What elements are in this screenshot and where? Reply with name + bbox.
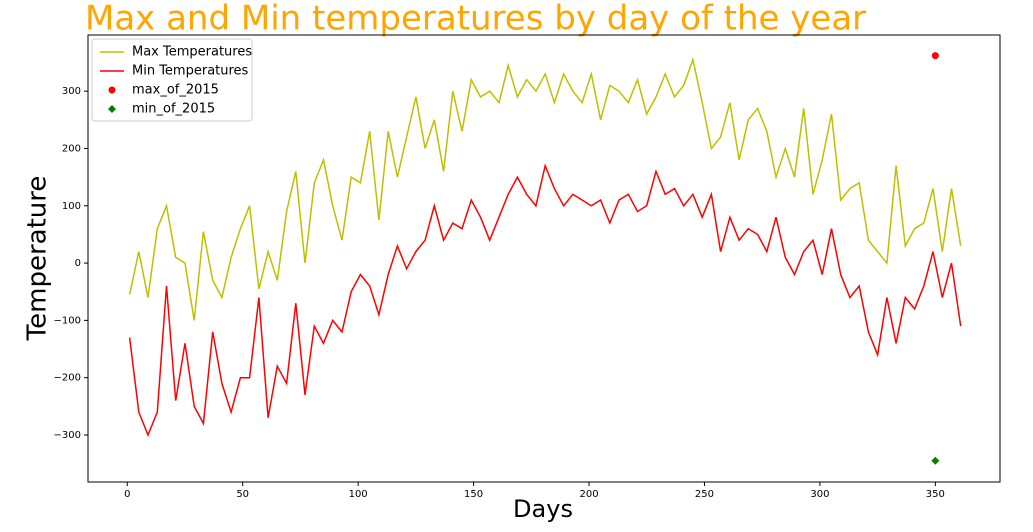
chart-title: Max and Min temperatures by day of the y… [85, 0, 866, 39]
y-tick-label: 0 [75, 258, 81, 269]
x-tick-label: 350 [926, 489, 945, 500]
x-tick-label: 100 [349, 489, 368, 500]
x-tick-label: 300 [810, 489, 829, 500]
x-tick-label: 50 [236, 489, 249, 500]
x-tick-label: 150 [464, 489, 483, 500]
y-tick-label: −100 [54, 315, 81, 326]
legend-label: Max Temperatures [132, 45, 252, 60]
x-tick-label: 200 [579, 489, 598, 500]
x-tick-label: 0 [124, 489, 130, 500]
x-axis-label: Days [513, 495, 573, 523]
y-tick-label: −200 [54, 373, 81, 384]
legend-label: min_of_2015 [132, 102, 215, 117]
legend-swatch [108, 105, 116, 113]
y-tick-label: 200 [62, 143, 81, 154]
y-tick-label: 100 [62, 201, 81, 212]
line [128, 56, 962, 321]
legend-swatch [108, 86, 116, 94]
x-tick-label: 250 [695, 489, 714, 500]
legend-box [91, 38, 253, 122]
legend-label: Min Temperatures [132, 64, 249, 79]
legend-label: max_of_2015 [132, 83, 219, 98]
y-axis-label: Temperature [23, 176, 53, 342]
line [128, 163, 962, 438]
y-tick-label: −300 [54, 430, 81, 441]
y-tick-label: 300 [62, 86, 81, 97]
diamond-marker [931, 456, 940, 465]
point [931, 52, 939, 60]
plot-frame [87, 34, 1001, 483]
